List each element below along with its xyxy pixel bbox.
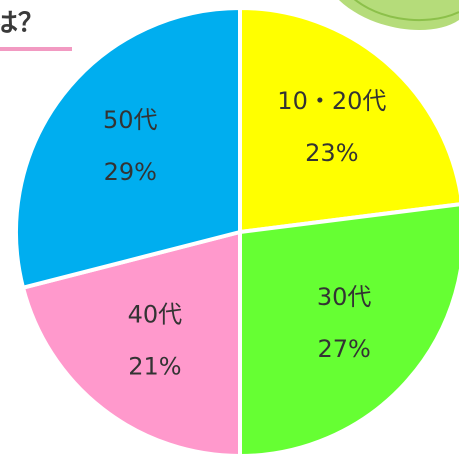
slice-value: 21% xyxy=(128,353,181,381)
slice-value: 29% xyxy=(104,158,157,186)
slice-value: 23% xyxy=(305,139,358,167)
slice-label: 50代 xyxy=(103,106,158,134)
leaf-vein xyxy=(354,0,459,22)
slice-label: 40代 xyxy=(128,301,183,329)
slice-label: 30代 xyxy=(317,283,372,311)
pie-slice xyxy=(238,202,459,457)
pie-slice xyxy=(20,229,242,457)
slice-value: 27% xyxy=(318,335,371,363)
leaf-decoration xyxy=(339,0,459,30)
slice-label: 10・20代 xyxy=(277,87,386,115)
pie-slice xyxy=(238,5,459,235)
pie-slice xyxy=(14,5,242,291)
chart-title: は？ xyxy=(0,9,44,39)
